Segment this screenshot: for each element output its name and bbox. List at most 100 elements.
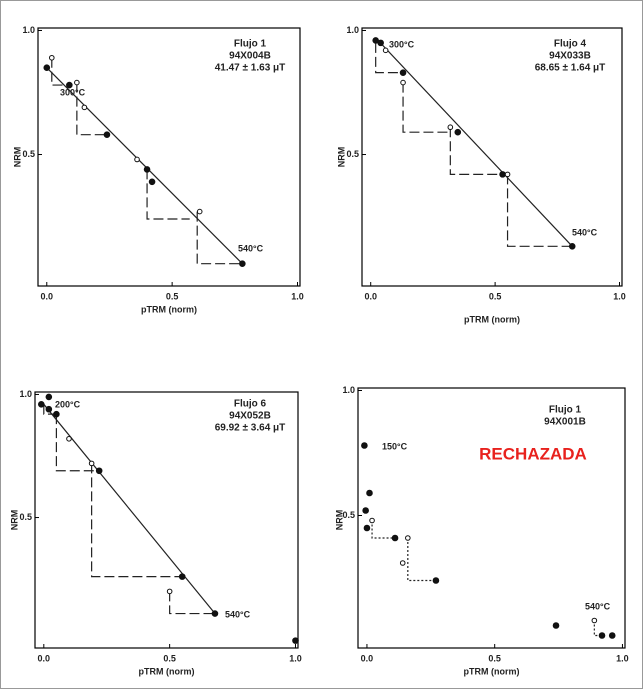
open-point: [382, 47, 389, 54]
x-axis-label: pTRM (norm): [141, 304, 197, 314]
plot-area: [34, 391, 299, 649]
open-point: [48, 54, 55, 61]
open-point: [66, 435, 72, 442]
x-tick-label: 0.0: [38, 653, 51, 663]
x-axis-label: pTRM (norm): [464, 666, 520, 676]
filled-point: [361, 442, 368, 449]
temperature-label: 540°C: [585, 601, 611, 611]
filled-point: [178, 573, 186, 580]
ptrm-check-step: [51, 57, 70, 86]
y-tick-label: 1.0: [19, 389, 32, 399]
panel-title: Flujo 4: [554, 39, 587, 50]
temperature-label: 540°C: [225, 609, 251, 619]
panel-title: Flujo 1: [549, 405, 582, 416]
y-axis-label: NRM: [334, 510, 344, 531]
y-tick-label: 0.5: [346, 149, 359, 159]
ptrm-check-step: [449, 127, 503, 175]
x-tick-label: 1.0: [289, 653, 302, 663]
filled-point: [454, 128, 462, 136]
x-tick-label: 1.0: [613, 291, 626, 301]
x-tick-label: 0.5: [488, 653, 501, 663]
ptrm-check-step: [196, 211, 243, 265]
open-point: [591, 617, 598, 624]
ptrm-check-step: [371, 520, 396, 539]
temperature-label: 300°C: [60, 87, 86, 97]
ptrm-check-step: [375, 42, 404, 74]
open-point: [166, 588, 173, 595]
open-point: [405, 535, 411, 541]
y-tick-label: 0.5: [342, 510, 355, 520]
filled-point: [53, 410, 60, 418]
ptrm-check-step: [407, 538, 436, 582]
temperature-label: 150°C: [382, 441, 408, 451]
open-point: [400, 79, 406, 86]
plot-area: [357, 387, 626, 649]
panel-title: 68.65 ± 1.64 μT: [535, 63, 606, 74]
x-axis-label: pTRM (norm): [139, 666, 195, 676]
temperature-label: 200°C: [55, 399, 81, 409]
filled-point: [362, 507, 369, 514]
filled-point: [37, 401, 45, 408]
filled-point: [66, 81, 73, 89]
filled-point: [95, 467, 103, 475]
y-tick-label: 1.0: [342, 385, 355, 395]
fit-line: [375, 37, 573, 247]
status-label: RECHAZADA: [479, 444, 587, 463]
filled-point: [211, 610, 219, 617]
x-tick-label: 1.0: [291, 291, 304, 301]
filled-point: [363, 524, 371, 532]
panel-title: Flujo 1: [234, 39, 267, 50]
open-point: [399, 560, 406, 566]
x-tick-label: 0.0: [41, 291, 54, 301]
ptrm-check-step: [55, 414, 100, 472]
x-tick-label: 0.5: [489, 291, 502, 301]
panel-title: 94X052B: [229, 411, 271, 422]
ptrm-check-step: [169, 591, 215, 615]
open-point: [447, 124, 454, 131]
x-tick-label: 0.5: [166, 291, 179, 301]
filled-point: [432, 577, 440, 584]
plot-area: [361, 27, 623, 287]
open-point: [369, 517, 375, 524]
temperature-label: 300°C: [389, 39, 415, 49]
open-point: [504, 171, 511, 178]
x-tick-label: 0.0: [364, 291, 377, 301]
ptrm-check-step: [91, 463, 183, 578]
panel-title: 94X033B: [549, 51, 591, 62]
open-point: [196, 208, 203, 215]
filled-point: [391, 534, 399, 542]
fit-line: [43, 403, 216, 614]
y-tick-label: 1.0: [22, 25, 35, 35]
filled-point: [143, 166, 151, 173]
x-tick-label: 0.5: [163, 653, 176, 663]
y-axis-label: NRM: [9, 510, 19, 531]
filled-point: [366, 489, 373, 497]
filled-point: [239, 260, 246, 267]
filled-point: [499, 171, 506, 178]
plot-area: [37, 27, 301, 287]
filled-point: [598, 632, 606, 639]
filled-point: [45, 405, 53, 413]
filled-point: [568, 243, 576, 250]
open-point: [74, 79, 80, 86]
y-tick-label: 0.5: [19, 512, 32, 522]
y-axis-label: NRM: [12, 147, 22, 168]
filled-point: [377, 39, 384, 47]
filled-point: [608, 632, 616, 639]
panel-title: 94X001B: [544, 417, 586, 428]
ptrm-check-step: [506, 174, 573, 247]
filled-point: [103, 131, 111, 138]
y-tick-label: 0.5: [22, 149, 35, 159]
y-axis-label: NRM: [336, 147, 346, 168]
fit-line: [46, 67, 243, 265]
filled-point: [43, 64, 51, 71]
ptrm-check-step: [402, 82, 451, 133]
filled-point: [148, 178, 156, 186]
temperature-label: 540°C: [238, 243, 264, 253]
y-tick-label: 1.0: [346, 25, 359, 35]
panel-title: Flujo 6: [234, 399, 267, 410]
filled-point: [552, 622, 560, 629]
panel-title: 69.92 ± 3.64 μT: [215, 423, 286, 434]
